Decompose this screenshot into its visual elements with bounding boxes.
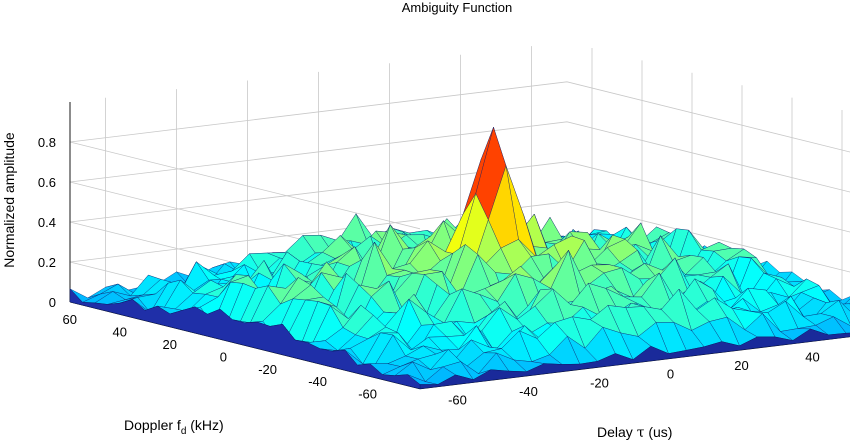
delay-axis-label-main: Delay (597, 424, 637, 440)
doppler-tick-label: 0 (220, 349, 227, 364)
axis-ticks: 0 0.2 0.4 0.6 0.8 60 40 20 0 -20 -40 -60 -60 -40 -20 0 2… (38, 135, 820, 408)
z-tick-label: 0.6 (38, 175, 56, 190)
surface-plot (69, 126, 850, 390)
delay-tick-label: -60 (448, 393, 467, 408)
doppler-axis-label-main: Doppler f (124, 417, 181, 433)
doppler-axis-label-unit: (kHz) (186, 417, 223, 433)
doppler-axis-label: Doppler fd (kHz) (124, 417, 224, 437)
surface-left-skirt (69, 288, 421, 390)
doppler-tick-label: 40 (113, 325, 127, 340)
doppler-tick-label: 20 (163, 337, 177, 352)
doppler-axis-label-subscript: d (181, 426, 187, 437)
doppler-tick-label: 60 (63, 312, 77, 327)
surface-front-skirt (419, 328, 850, 390)
z-tick-label: 0.8 (38, 135, 56, 150)
delay-axis-label: Delay τ (us) (597, 424, 672, 440)
doppler-tick-label: -60 (358, 387, 377, 402)
doppler-tick-label: -20 (258, 362, 277, 377)
delay-tick-label: 0 (667, 367, 674, 382)
z-tick-label: 0.4 (38, 215, 56, 230)
doppler-tick-label: -40 (308, 374, 327, 389)
delay-axis-label-symbol: τ (637, 425, 645, 440)
delay-tick-label: 40 (805, 350, 819, 365)
z-tick-label: 0.2 (38, 255, 56, 270)
delay-axis-label-unit: (us) (644, 424, 672, 440)
z-axis-label: Normalized amplitude (1, 132, 17, 268)
z-tick-label: 0 (49, 295, 56, 310)
delay-tick-label: -40 (519, 384, 538, 399)
delay-tick-label: 20 (734, 358, 748, 373)
chart-title: Ambiguity Function (402, 0, 513, 15)
delay-tick-label: -20 (590, 375, 609, 390)
